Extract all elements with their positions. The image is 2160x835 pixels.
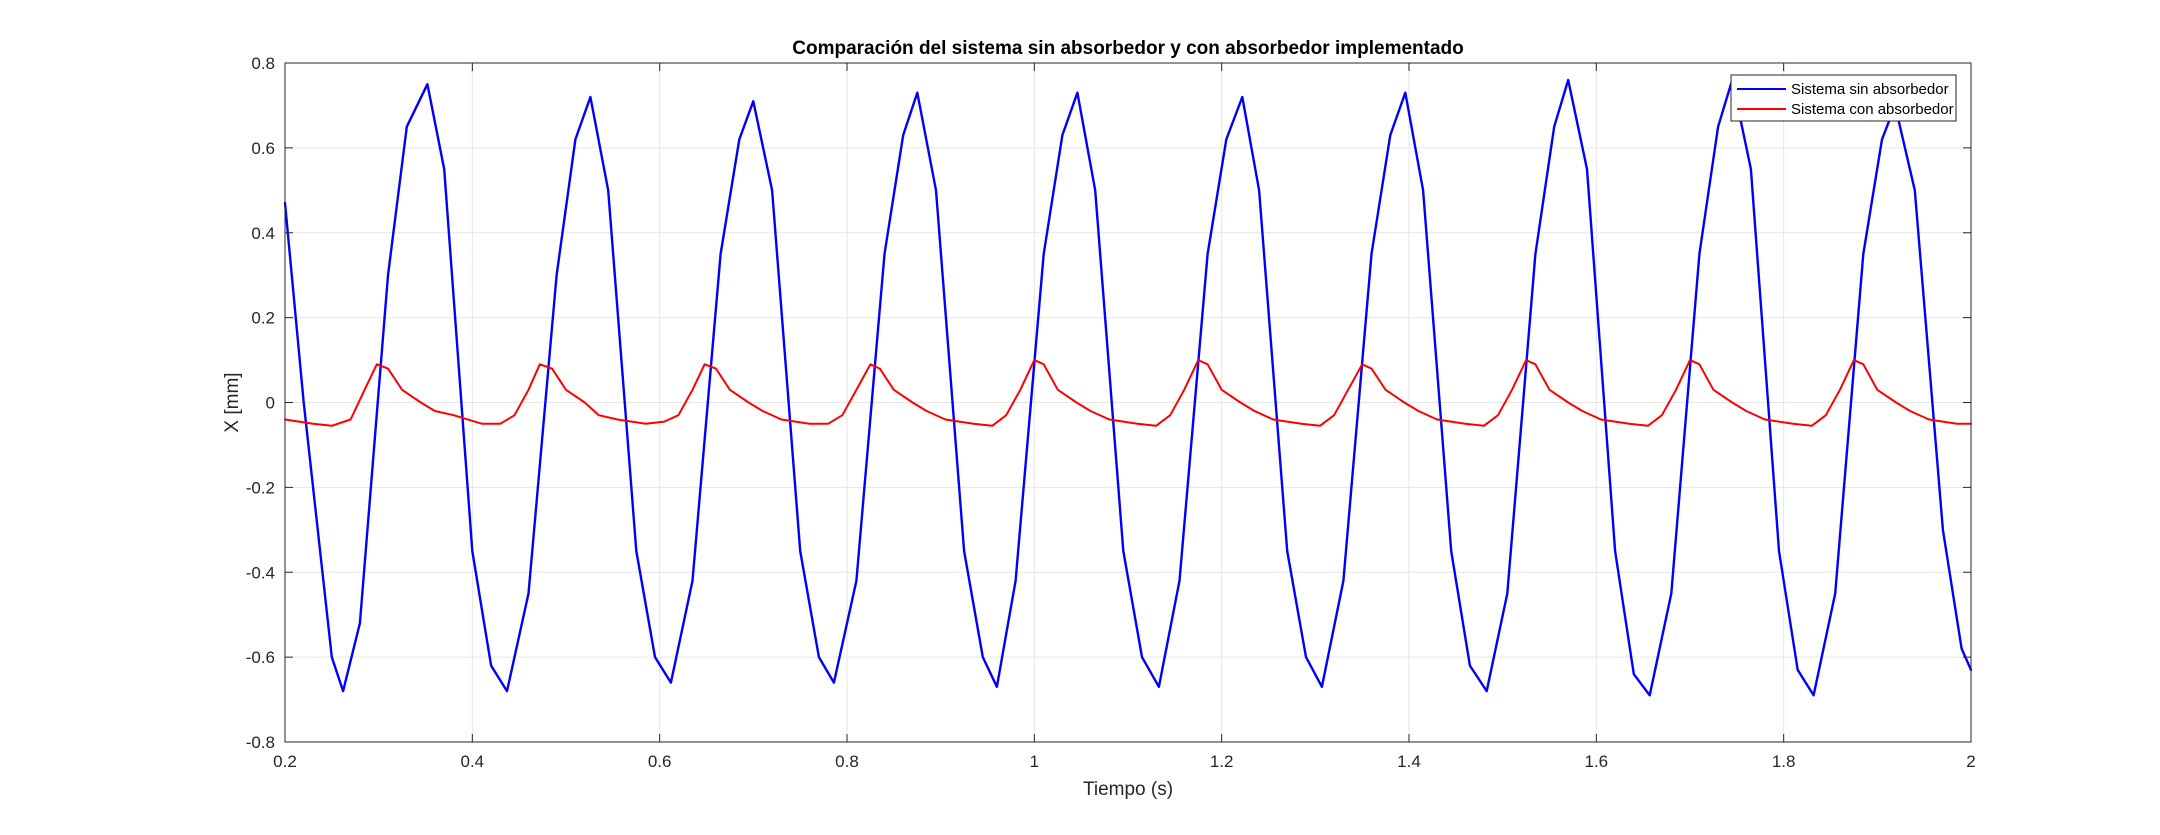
y-axis-label: X [mm] [222,372,243,432]
x-axis-label: Tiempo (s) [1083,779,1173,800]
series-line-con-absorbedor [284,359,1972,427]
x-tick-label: 0.6 [648,752,672,771]
x-tick-label: 0.2 [273,752,297,771]
x-tick-label: 0.8 [835,752,859,771]
legend-entry-con-absorbedor: Sistema con absorbedor [1791,101,1954,118]
ticks: 0.2 0.4 0.6 0.8 1 1.2 1.4 1.6 1.8 2 -0.8 -0.6 -0.4 -0… [246,54,1976,771]
chart-title: Comparación del sistema sin absorbedor y… [792,38,1464,59]
x-tick-label: 1.4 [1397,752,1421,771]
x-tick-label: 1 [1030,752,1039,771]
y-tick-label: 0.4 [251,224,275,243]
x-tick-label: 0.4 [461,752,485,771]
y-tick-label: 0.6 [251,139,275,158]
y-tick-label: -0.2 [246,478,275,497]
y-tick-label: -0.4 [246,563,275,582]
legend-entry-sin-absorbedor: Sistema sin absorbedor [1791,81,1949,98]
y-tick-label: -0.6 [246,648,275,667]
x-tick-label: 1.2 [1210,752,1234,771]
series-layer [283,78,1973,697]
x-tick-label: 2 [1966,752,1975,771]
legend-box [1730,74,1957,122]
x-tick-label: 1.6 [1585,752,1609,771]
legend: Sistema sin absorbedor Sistema con absor… [1730,74,1957,122]
x-tick-label: 1.8 [1772,752,1796,771]
series-line-sin-absorbedor [283,78,1973,697]
y-tick-label: 0 [266,394,275,413]
y-tick-label: 0.8 [251,54,275,73]
y-tick-label: -0.8 [246,733,275,752]
y-tick-label: 0.2 [251,309,275,328]
